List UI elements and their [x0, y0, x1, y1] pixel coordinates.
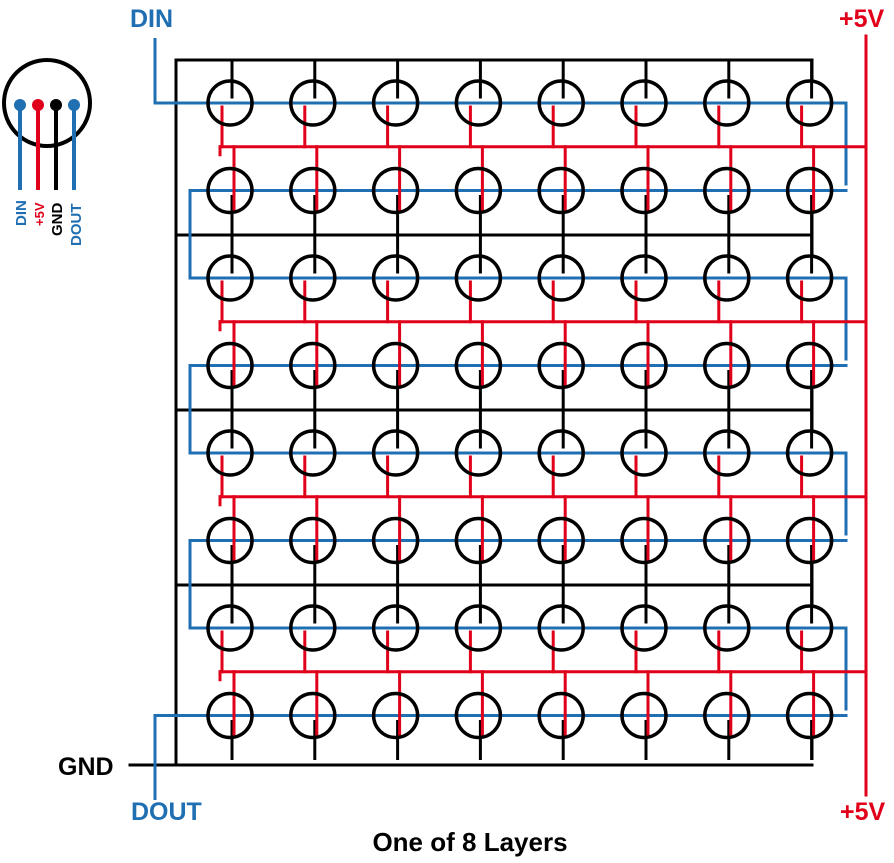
led	[537, 254, 585, 302]
led	[289, 429, 337, 477]
led	[703, 341, 751, 390]
led	[537, 691, 585, 740]
led	[206, 429, 254, 477]
led-pinout-outline	[2, 58, 92, 148]
din-label: DIN	[130, 5, 173, 33]
led	[785, 516, 834, 565]
led	[537, 604, 585, 652]
led	[620, 516, 668, 565]
led	[454, 166, 503, 215]
pin-dout-dot	[68, 99, 80, 111]
led	[537, 516, 585, 565]
led-grid	[206, 79, 834, 740]
led	[454, 254, 503, 302]
gnd-label: GND	[58, 753, 114, 781]
led	[703, 516, 751, 565]
led	[620, 341, 668, 390]
led	[537, 429, 585, 477]
dout-wire	[153, 714, 220, 800]
data-wiring	[153, 38, 848, 800]
led	[289, 691, 337, 740]
led	[206, 691, 254, 740]
led	[206, 79, 254, 127]
led	[785, 254, 834, 302]
led	[206, 516, 254, 565]
led	[454, 429, 503, 477]
led	[537, 79, 585, 127]
led	[206, 341, 254, 390]
led	[785, 429, 834, 477]
caption: One of 8 Layers	[372, 827, 567, 857]
led	[289, 604, 337, 652]
led	[620, 429, 668, 477]
power-wiring	[218, 34, 868, 797]
led	[206, 166, 254, 215]
led	[785, 604, 834, 652]
led	[785, 341, 834, 390]
led	[454, 691, 503, 740]
led	[620, 604, 668, 652]
led	[703, 691, 751, 740]
din-wire	[153, 38, 220, 105]
led	[454, 341, 503, 390]
led	[703, 429, 751, 477]
led-pinout-legend: DIN +5V GND DOUT	[2, 58, 92, 247]
ground-wiring	[128, 58, 814, 767]
vcc-top-label: +5V	[839, 5, 885, 33]
led	[785, 79, 834, 127]
data-turn-left	[188, 364, 220, 455]
led	[620, 79, 668, 127]
led	[785, 691, 834, 740]
led	[371, 691, 420, 740]
led	[371, 516, 420, 565]
led	[537, 166, 585, 215]
led	[289, 166, 337, 215]
led	[289, 254, 337, 302]
data-turn-left	[188, 539, 220, 630]
pin-din-label: DIN	[13, 200, 30, 226]
pin-gnd-dot	[50, 99, 62, 111]
led	[620, 254, 668, 302]
led	[454, 604, 503, 652]
led	[371, 79, 420, 127]
led	[454, 516, 503, 565]
led	[620, 691, 668, 740]
led	[703, 254, 751, 302]
led	[454, 79, 503, 127]
vcc-bottom-label: +5V	[840, 798, 886, 826]
dout-label: DOUT	[131, 798, 202, 826]
led	[206, 604, 254, 652]
pin-gnd-label: GND	[49, 203, 66, 237]
pin-dout-label: DOUT	[68, 204, 85, 247]
led	[371, 254, 420, 302]
led	[289, 79, 337, 127]
led	[371, 341, 420, 390]
led	[289, 341, 337, 390]
led	[620, 166, 668, 215]
led	[289, 516, 337, 565]
pin-din-dot	[14, 99, 26, 111]
led	[371, 604, 420, 652]
led	[785, 166, 834, 215]
led	[206, 254, 254, 302]
led	[703, 166, 751, 215]
led	[703, 604, 751, 652]
led	[703, 79, 751, 127]
led	[537, 341, 585, 390]
pin-vcc-label: +5V	[32, 202, 47, 226]
data-turn-left	[188, 189, 220, 280]
led	[371, 429, 420, 477]
led	[371, 166, 420, 215]
pin-vcc-dot	[32, 99, 44, 111]
